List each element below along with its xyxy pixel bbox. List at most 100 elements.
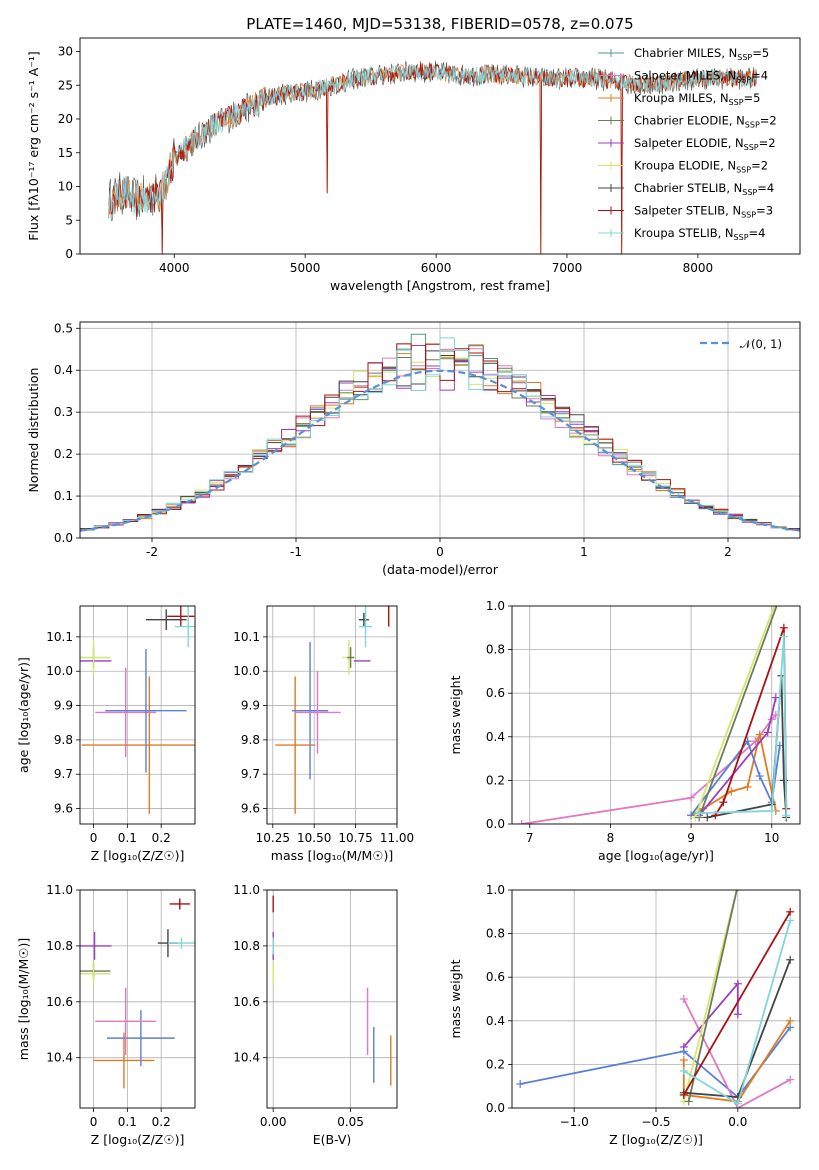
panel-age-vs-mass: 10.25 10.50 10.75 11.00 9.6 9.7 9.8 9.9 10.0 10.1… (233, 605, 414, 863)
legend-text: Kroupa MILES, N (634, 91, 729, 105)
y-axis-label: mass weight (448, 675, 463, 754)
y-tick-label: 10.1 (46, 630, 73, 644)
axes-frame (266, 605, 398, 825)
x-tick-label: 0.2 (152, 1115, 171, 1129)
y-tick-label: 0.5 (54, 321, 73, 335)
x-tick-label: 10 (764, 831, 779, 845)
plot-content (267, 606, 397, 824)
x-tick-label: 11.00 (380, 831, 414, 845)
plot-area: 4000 5000 6000 7000 8000051015202530waveleng… (16, 37, 801, 1147)
legend-label: Salpeter MILES, NSSP=4 (634, 69, 768, 85)
x-tick-label: 10.75 (338, 831, 372, 845)
y-tick-label: 10.4 (46, 1051, 73, 1065)
y-tick-label: 0 (65, 247, 73, 261)
legend-label: Salpeter ELODIE, NSSP=2 (634, 136, 776, 152)
weight-line (682, 1020, 791, 1103)
legend-text: Kroupa STELIB, N (634, 226, 734, 240)
y-tick-label: 11.0 (46, 883, 73, 897)
legend-subscript: SSP (741, 211, 756, 220)
x-tick-label: 0.1 (118, 831, 137, 845)
axes-frame (79, 889, 196, 1109)
x-tick-label: 1 (580, 545, 588, 559)
y-tick-label: 10.8 (46, 939, 73, 953)
histogram-series (80, 337, 800, 532)
legend-count: =5 (744, 91, 761, 105)
y-tick-label: 9.8 (241, 733, 260, 747)
axes-frame (266, 889, 398, 1109)
gaussian-curve (80, 369, 800, 532)
legend-text: Salpeter ELODIE, N (634, 136, 744, 150)
x-tick-label: -1 (290, 545, 302, 559)
y-tick-label: 9.7 (241, 767, 260, 781)
legend-subscript: SSP (736, 166, 751, 175)
y-tick-label: 0.6 (486, 686, 505, 700)
y-tick-label: 10.0 (46, 664, 73, 678)
figure-title: PLATE=1460, MJD=53138, FIBERID=0578, z=0… (246, 15, 633, 33)
panel-mass-vs-Z: 0 0.1 0.2 10.4 10.6 10.8 11.0 Z [log₁₀(Z/Z☉)] ma… (16, 883, 196, 1147)
x-tick-label: 0.00 (260, 1115, 287, 1129)
legend-label: Salpeter STELIB, NSSP=3 (634, 204, 773, 220)
y-tick-label: 10.4 (233, 1051, 260, 1065)
x-tick-label: 10.25 (256, 831, 290, 845)
x-axis-label: age [log₁₀(age/yr)] (598, 848, 714, 863)
x-tick-label: 8 (607, 831, 615, 845)
axes-frame (79, 37, 801, 255)
legend-subscript: SSP (744, 143, 759, 152)
y-tick-label: 0.0 (486, 1101, 505, 1115)
plot-content (267, 890, 397, 1108)
y-tick-label: 0.4 (54, 363, 73, 377)
y-tick-label: 0.3 (54, 405, 73, 419)
y-tick-label: 5 (65, 213, 73, 227)
panel-age-vs-Z: 0 0.1 0.2 9.6 9.7 9.8 9.9 10.0 10.1 Z [log₁₀(Z/Z☉… (16, 605, 196, 863)
legend-label: Kroupa ELODIE, NSSP=2 (634, 159, 768, 175)
x-tick-label: 10.50 (297, 831, 331, 845)
y-tick-label: 10.0 (233, 664, 260, 678)
y-tick-label: 9.8 (54, 733, 73, 747)
x-tick-label: 0.1 (118, 1115, 137, 1129)
axes-frame (79, 321, 801, 539)
y-tick-label: 9.9 (54, 699, 73, 713)
y-tick-label: 30 (58, 45, 73, 59)
weight-line (682, 998, 791, 1108)
x-tick-label: −0.5 (641, 1115, 670, 1129)
y-tick-label: 9.7 (54, 767, 73, 781)
y-tick-label: 25 (58, 78, 73, 92)
y-tick-label: 10.8 (233, 939, 260, 953)
y-axis-label: Normed distribution (26, 368, 41, 493)
legend-count: =2 (760, 114, 777, 128)
legend-label: Chabrier ELODIE, NSSP=2 (634, 114, 777, 130)
y-tick-label: 0.2 (54, 447, 73, 461)
y-axis-label: age [log₁₀(age/yr)] (16, 657, 31, 773)
x-axis-label: Z [log₁₀(Z/Z☉)] (609, 1132, 703, 1147)
x-tick-label: 2 (724, 545, 732, 559)
legend-text: Chabrier MILES, N (634, 46, 737, 60)
legend-text: Salpeter STELIB, N (634, 204, 741, 218)
axes-frame (79, 605, 196, 825)
x-tick-label: 7 (526, 831, 534, 845)
x-tick-label: 0.05 (337, 1115, 364, 1129)
legend-label: Kroupa STELIB, NSSP=4 (634, 226, 765, 242)
legend-subscript: SSP (736, 76, 751, 85)
y-tick-label: 10.6 (233, 995, 260, 1009)
weight-line (683, 911, 791, 1096)
y-tick-label: 9.9 (241, 699, 260, 713)
axes-frame (511, 889, 801, 1109)
plot-content (80, 606, 195, 824)
legend-label: Chabrier STELIB, NSSP=4 (634, 181, 774, 197)
y-tick-label: 0.6 (486, 970, 505, 984)
y-tick-label: 0.1 (54, 489, 73, 503)
y-tick-label: 9.6 (54, 802, 73, 816)
legend-count: =4 (749, 226, 766, 240)
x-tick-label: −1.0 (560, 1115, 589, 1129)
legend-subscript: SSP (729, 98, 744, 107)
weight-line (699, 636, 788, 816)
y-axis-label: mass [log₁₀(M/M☉)] (16, 938, 31, 1060)
y-tick-label: 15 (58, 146, 73, 160)
x-tick-label: 9 (687, 831, 695, 845)
weight-line (687, 890, 738, 1102)
gaussian-legend-label: 𝒩(0, 1) (740, 337, 782, 351)
legend-label: Chabrier MILES, NSSP=5 (634, 46, 769, 62)
x-tick-label: 0 (90, 1115, 98, 1129)
